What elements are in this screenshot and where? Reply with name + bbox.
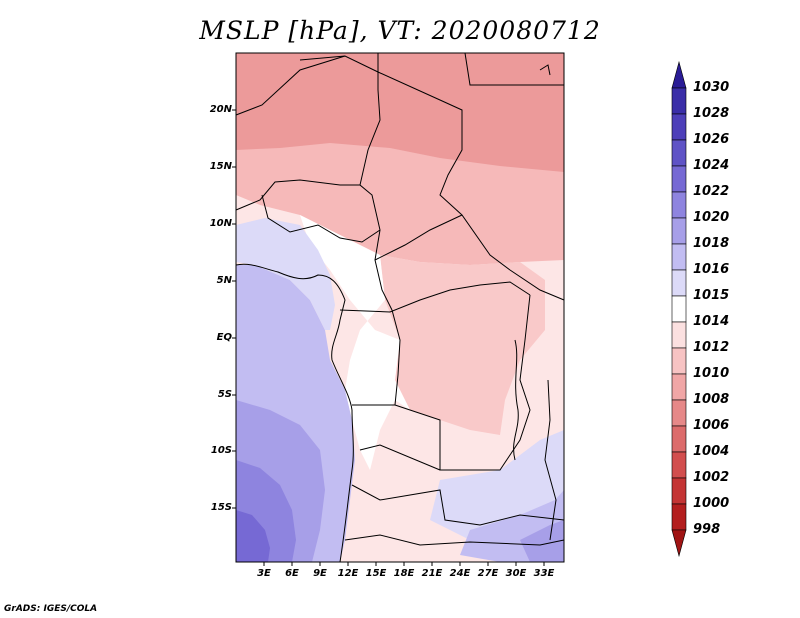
lon-label-30e: 30E [505,568,527,579]
colorbar-label: 1020 [693,210,730,225]
colorbar-band [671,451,687,479]
colorbar-label: 1006 [693,418,730,433]
colorbar-label: 1026 [693,132,730,147]
colorbar-band [671,87,687,115]
lon-label-24e: 24E [449,568,471,579]
lat-label-5s: 5S [217,389,232,400]
colorbar-band [671,191,687,219]
lat-label-eq: EQ [216,332,232,343]
colorbar-band [671,269,687,297]
lon-label-6e: 6E [285,568,299,579]
colorbar-label: 1018 [693,236,730,251]
colorbar [671,60,687,558]
colorbar-band [671,113,687,141]
colorbar-band [671,295,687,323]
lat-label-20n: 20N [209,104,232,115]
colorbar-label: 1014 [693,314,730,329]
colorbar-band [671,477,687,505]
colorbar-band [671,529,687,558]
lon-label-3e: 3E [257,568,271,579]
atlantic-field-light [236,218,335,330]
neutral-field [300,215,410,470]
colorbar-label: 1016 [693,262,730,277]
lon-label-27e: 27E [477,568,499,579]
map-frame [235,52,565,563]
colorbar-label: 998 [693,522,721,537]
colorbar-label: 1030 [693,80,730,95]
colorbar-band [671,373,687,401]
colorbar-label: 1022 [693,184,730,199]
colorbar-band [671,399,687,427]
colorbar-band [671,425,687,453]
sahel-field [236,143,564,265]
colorbar-label: 1010 [693,366,730,381]
lat-label-15s: 15S [210,502,232,513]
colorbar-label: 1004 [693,444,730,459]
lon-label-18e: 18E [393,568,415,579]
colorbar-label: 1024 [693,158,730,173]
colorbar-band [671,503,687,531]
colorbar-label: 1000 [693,496,730,511]
colorbar-band [671,347,687,375]
lat-label-10s: 10S [210,445,232,456]
lat-label-5n: 5N [216,275,232,286]
lon-label-12e: 12E [337,568,359,579]
colorbar-band [671,243,687,271]
lon-label-15e: 15E [365,568,387,579]
colorbar-label: 1008 [693,392,730,407]
colorbar-label: 1015 [693,288,730,303]
colorbar-label: 1002 [693,470,730,485]
country-boundaries [235,52,565,563]
lon-label-33e: 33E [533,568,555,579]
grads-credit: GrADS: IGES/COLA [4,604,98,614]
lon-label-21e: 21E [421,568,443,579]
southeast-core-2 [520,520,564,562]
colorbar-band [671,139,687,167]
colorbar-band [671,60,687,89]
lon-label-9e: 9E [313,568,327,579]
high-core-field [236,510,270,562]
lat-label-10n: 10N [209,218,232,229]
colorbar-band [671,165,687,193]
colorbar-band [671,321,687,349]
colorbar-band [671,217,687,245]
lat-label-15n: 15N [209,161,232,172]
axis-ticks [232,109,545,566]
colorbar-label: 1028 [693,106,730,121]
map-title: MSLP [hPa], VT: 2020080712 [199,16,601,45]
colorbar-label: 1012 [693,340,730,355]
